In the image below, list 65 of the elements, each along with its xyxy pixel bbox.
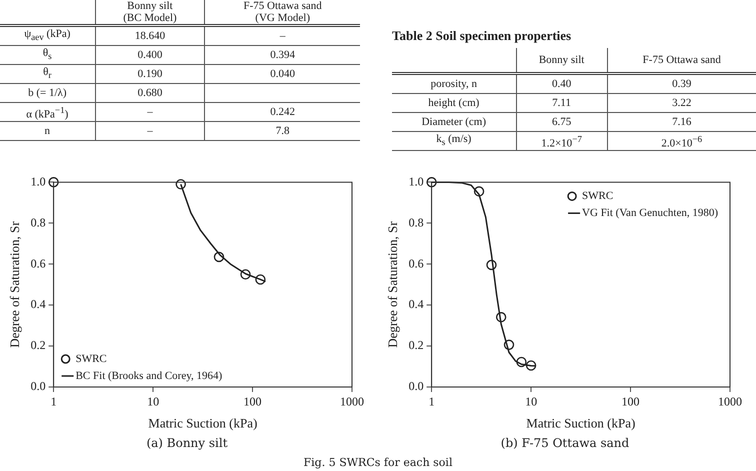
text: height (cm) bbox=[392, 94, 516, 112]
text: 0.39 bbox=[607, 74, 756, 94]
text: 7.16 bbox=[607, 112, 756, 132]
text: – bbox=[95, 102, 205, 122]
caption: Fig. 5 SWRCs for each soil bbox=[302, 456, 454, 469]
text: n bbox=[0, 122, 96, 140]
text: 2.0×10$^{−6}$ bbox=[607, 132, 756, 150]
text: F-75 Ottawa sand bbox=[607, 48, 756, 74]
text: 7.11 bbox=[516, 94, 608, 112]
x-axis-title: Matric Suction (kPa) bbox=[526, 416, 636, 431]
x-tick-label: 100 bbox=[622, 394, 640, 408]
x-tick-label: 10 bbox=[147, 394, 160, 408]
x-tick-label: 100 bbox=[244, 394, 262, 408]
text: ψ$_{aev}$ (kPa) bbox=[0, 26, 96, 46]
y-tick-label: 0.4 bbox=[408, 297, 424, 312]
text: 0.040 bbox=[204, 64, 360, 84]
y-tick-label: 1.0 bbox=[408, 174, 424, 188]
y-tick-label: 0.2 bbox=[408, 338, 424, 352]
x-tick-label: 1000 bbox=[718, 394, 742, 408]
x-tick-label: 1 bbox=[50, 394, 57, 408]
y-tick-label: 0.2 bbox=[30, 338, 46, 352]
x-tick-label: 1000 bbox=[340, 394, 364, 408]
text: (b) F-75 Ottawa sand bbox=[500, 436, 630, 450]
y-axis-title: Degree of Saturation, Sr bbox=[7, 220, 22, 348]
legend-label: BC Fit (Brooks and Corey, 1964) bbox=[76, 370, 222, 382]
text: 0.190 bbox=[95, 64, 205, 84]
text: (a) Bonny silt bbox=[145, 436, 229, 450]
text: k$_{s}$ (m/s) bbox=[392, 132, 516, 150]
y-tick-label: 0.8 bbox=[30, 215, 46, 230]
text: porosity, n bbox=[392, 74, 516, 94]
text: – bbox=[95, 122, 205, 140]
x-axis-title: Matric Suction (kPa) bbox=[148, 416, 258, 431]
text: θ$_{s}$ bbox=[0, 46, 96, 64]
legend-label: SWRC bbox=[582, 190, 614, 202]
text: θ$_{r}$ bbox=[0, 64, 96, 84]
legend-label: SWRC bbox=[76, 352, 107, 365]
text: 0.242 bbox=[204, 102, 360, 122]
text: Table 2 Soil specimen properties bbox=[392, 28, 572, 44]
text: 1.2×10$^{−7}$ bbox=[516, 132, 608, 150]
text: 0.680 bbox=[95, 84, 205, 102]
y-tick-label: 0.8 bbox=[408, 215, 424, 230]
text: 18.640 bbox=[95, 26, 205, 46]
text: Diameter (cm) bbox=[392, 112, 516, 132]
y-tick-label: 0.6 bbox=[408, 256, 424, 270]
y-tick-label: 0.0 bbox=[408, 379, 424, 394]
text: 0.400 bbox=[95, 46, 205, 64]
text: 0.40 bbox=[516, 74, 608, 94]
text: b (= 1/λ) bbox=[0, 84, 96, 102]
x-tick-label: 10 bbox=[525, 394, 538, 408]
y-tick-label: 0.6 bbox=[30, 256, 46, 270]
y-tick-label: 1.0 bbox=[30, 174, 46, 188]
text: Bonny silt (BC Model) bbox=[95, 0, 205, 26]
text: 0.394 bbox=[204, 46, 360, 64]
y-tick-label: 0.4 bbox=[30, 297, 46, 312]
text: α (kPa$^{−1}$) bbox=[0, 102, 96, 122]
text: 6.75 bbox=[516, 112, 608, 132]
text: 7.8 bbox=[204, 122, 360, 140]
text: – bbox=[204, 26, 360, 46]
legend-label: VG Fit (Van Genuchten, 1980) bbox=[582, 207, 718, 220]
text: Bonny silt bbox=[516, 48, 608, 74]
x-tick-label: 1 bbox=[428, 394, 435, 408]
y-tick-label: 0.0 bbox=[30, 379, 46, 394]
text: F-75 Ottawa sand (VG Model) bbox=[204, 0, 360, 26]
y-axis-title: Degree of Saturation, Sr bbox=[385, 220, 400, 348]
text: 3.22 bbox=[607, 94, 756, 112]
